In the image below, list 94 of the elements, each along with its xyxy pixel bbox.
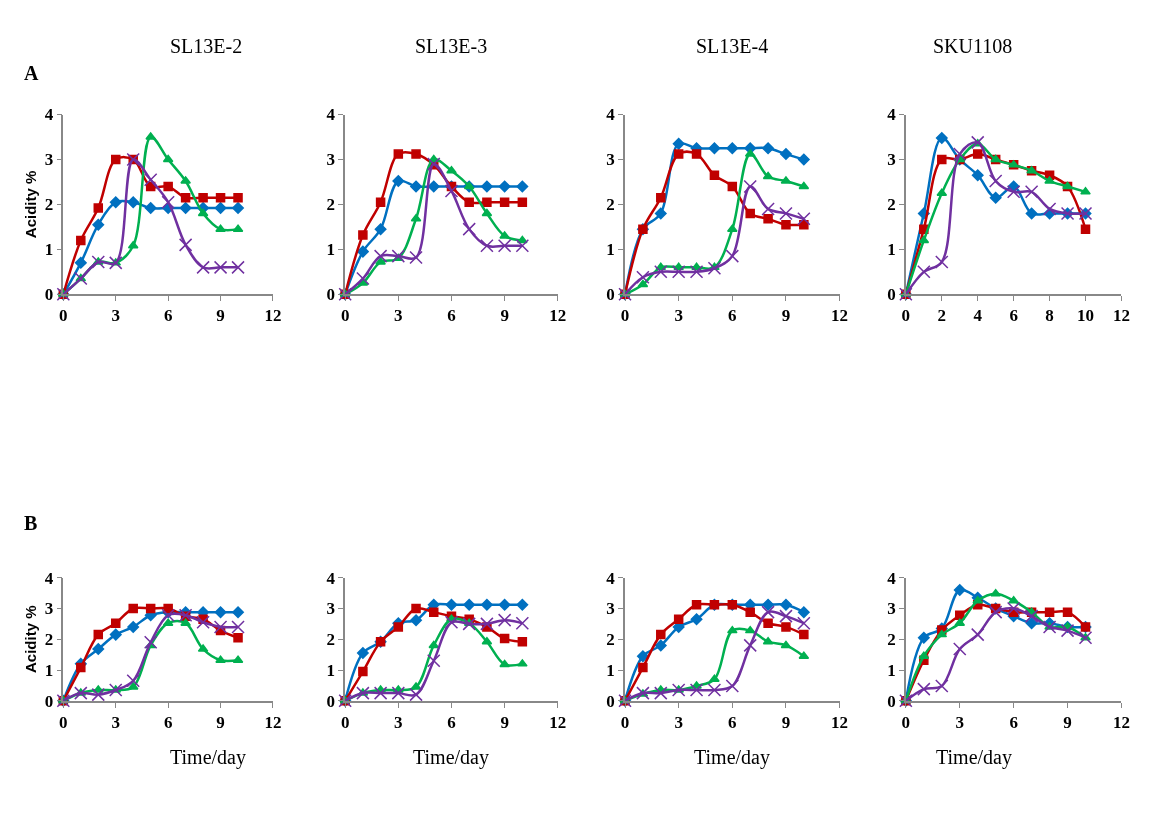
- y-tick-label: 2: [44, 195, 54, 215]
- y-tick-label: 1: [606, 240, 615, 260]
- x-tick-label: 6: [163, 712, 173, 732]
- x-tick-label: 9: [1063, 712, 1072, 732]
- x-tick-label: 0: [340, 712, 350, 732]
- y-tick-label: 1: [887, 660, 896, 680]
- x-tick-label: 12: [264, 712, 282, 732]
- x-tick-label: 0: [59, 306, 68, 326]
- y-axis-title: Acidity %: [22, 170, 40, 239]
- x-tick-label: 6: [163, 306, 173, 326]
- y-tick-label: 4: [44, 568, 54, 588]
- y-tick-label: 0: [326, 285, 336, 305]
- y-tick-label: 0: [887, 285, 896, 305]
- y-tick-label: 3: [326, 599, 336, 619]
- x-tick-label: 3: [394, 712, 403, 732]
- x-tick-label: 12: [1112, 712, 1130, 732]
- y-tick-label: 4: [326, 105, 336, 125]
- x-tick-label: 12: [831, 712, 849, 732]
- y-tick-label: 3: [606, 599, 615, 619]
- x-tick-label: 12: [1112, 306, 1130, 326]
- y-tick-label: 2: [44, 630, 54, 650]
- y-tick-label: 1: [887, 240, 896, 260]
- y-tick-label: 2: [326, 195, 336, 215]
- x-axis-title: Time/day: [170, 746, 246, 769]
- chart-title: SL13E-3: [415, 35, 488, 57]
- y-tick-label: 3: [887, 150, 896, 170]
- x-tick-label: 6: [1009, 306, 1018, 326]
- y-tick-label: 0: [887, 691, 896, 711]
- y-tick-label: 0: [44, 691, 54, 711]
- x-tick-label: 9: [500, 306, 509, 326]
- y-axis-title: Acidity %: [22, 605, 40, 673]
- y-tick-label: 1: [44, 660, 54, 680]
- y-tick-label: 1: [44, 240, 54, 260]
- x-tick-label: 3: [955, 712, 965, 732]
- y-tick-label: 1: [326, 240, 336, 260]
- chart-title: SL13E-2: [170, 35, 243, 57]
- x-tick-label: 3: [394, 306, 403, 326]
- y-tick-label: 3: [887, 599, 896, 619]
- y-tick-label: 4: [326, 568, 336, 588]
- x-tick-label: 9: [781, 306, 791, 326]
- y-tick-label: 3: [44, 150, 54, 170]
- x-tick-label: 0: [59, 712, 68, 732]
- x-tick-label: 0: [620, 306, 630, 326]
- x-tick-label: 9: [781, 712, 791, 732]
- x-tick-label: 9: [216, 712, 225, 732]
- x-tick-label: 3: [111, 712, 120, 732]
- text: B: [24, 512, 38, 534]
- x-tick-label: 0: [340, 306, 350, 326]
- y-tick-label: 4: [606, 568, 616, 588]
- chart-title: SL13E-4: [696, 35, 769, 57]
- x-tick-label: 0: [620, 712, 630, 732]
- x-tick-label: 6: [728, 712, 737, 732]
- y-tick-label: 4: [606, 105, 616, 125]
- x-axis-title: Time/day: [694, 746, 770, 769]
- x-tick-label: 3: [111, 306, 120, 326]
- x-tick-label: 12: [264, 306, 282, 326]
- x-tick-label: 9: [500, 712, 509, 732]
- x-tick-label: 3: [674, 712, 683, 732]
- y-tick-label: 1: [606, 660, 615, 680]
- x-tick-label: 12: [831, 306, 849, 326]
- y-tick-label: 2: [887, 630, 896, 650]
- x-tick-label: 10: [1077, 306, 1095, 326]
- x-tick-label: 0: [901, 306, 911, 326]
- y-tick-label: 2: [606, 630, 615, 650]
- text: A: [24, 62, 39, 84]
- x-tick-label: 8: [1045, 306, 1054, 326]
- x-tick-label: 6: [447, 306, 456, 326]
- x-tick-label: 6: [447, 712, 456, 732]
- x-tick-label: 4: [973, 306, 983, 326]
- y-tick-label: 0: [606, 285, 615, 305]
- chart-title: SKU1108: [933, 35, 1013, 57]
- y-tick-label: 4: [887, 568, 897, 588]
- y-tick-label: 0: [326, 691, 336, 711]
- y-tick-label: 2: [887, 195, 896, 215]
- x-tick-label: 9: [216, 306, 225, 326]
- x-axis-title: Time/day: [936, 746, 1012, 769]
- y-tick-label: 3: [326, 150, 336, 170]
- y-tick-label: 2: [606, 195, 615, 215]
- y-tick-label: 3: [44, 599, 54, 619]
- y-tick-label: 0: [44, 285, 54, 305]
- x-tick-label: 2: [937, 306, 947, 326]
- y-tick-label: 0: [606, 691, 615, 711]
- y-tick-label: 3: [606, 150, 615, 170]
- x-tick-label: 6: [1009, 712, 1018, 732]
- x-tick-label: 12: [549, 712, 567, 732]
- y-tick-label: 4: [44, 105, 54, 125]
- x-tick-label: 12: [549, 306, 567, 326]
- x-tick-label: 6: [728, 306, 737, 326]
- x-tick-label: 0: [901, 712, 911, 732]
- x-tick-label: 3: [674, 306, 683, 326]
- y-tick-label: 4: [887, 105, 897, 125]
- y-tick-label: 1: [326, 660, 336, 680]
- x-axis-title: Time/day: [413, 746, 489, 769]
- y-tick-label: 2: [326, 630, 336, 650]
